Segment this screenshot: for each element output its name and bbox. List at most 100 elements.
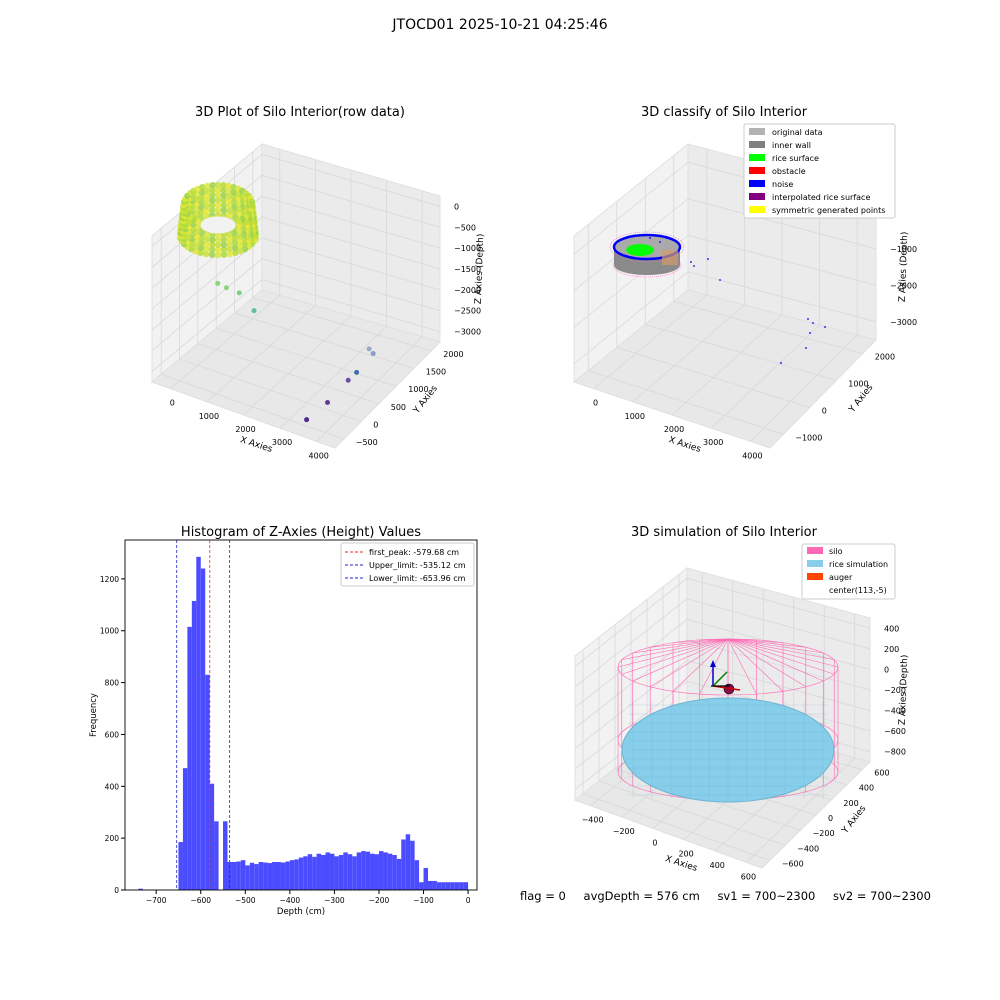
noise-point [805,347,807,349]
outlier-point [236,290,242,296]
rice-point [231,234,238,242]
rice-point [209,241,216,248]
x-tick-label: −600 [190,896,211,905]
y-axis-label: Frequency [89,693,99,737]
y-gridline [582,793,770,861]
rice-point [248,198,256,206]
rice-point [232,249,239,257]
histogram-bar [356,852,362,890]
rice-point [225,197,233,205]
rice-point [214,191,222,199]
histogram-bar [285,861,290,890]
legend-swatch [749,180,765,187]
figure-title: JTOCD01 2025-10-21 04:25:46 [392,17,608,33]
rice-point [208,207,216,214]
classified-points [609,231,826,364]
histogram-bar [405,834,411,890]
y-tick-label: −500 [356,438,378,447]
y-tick-label: 600 [105,730,120,739]
histogram-bar [370,853,375,890]
x-gridline [632,304,745,403]
histogram-bar [178,842,183,890]
z-gridline [574,660,688,749]
histogram-bar [236,861,241,890]
noise-point [780,362,782,364]
rice-point [226,250,233,258]
rice-point [220,187,227,194]
rice-point [198,188,206,196]
x-tick-label: 1000 [625,412,645,421]
rice-point [226,207,233,215]
histogram-bar [419,882,424,890]
flag-text: flag = 0 [520,889,566,903]
x-tick-label: 4000 [309,451,329,460]
silo-roof-line [727,638,757,695]
z-gridline [261,279,441,332]
histogram-bar [459,882,464,890]
y-tick-label: 0 [828,814,833,823]
legend-entry: symmetric generated points [772,206,885,215]
y-tick-label: 400 [105,782,120,791]
silo-roof-line [727,638,784,644]
z-gridline [573,271,689,365]
histogram-bar [414,860,420,890]
rice-point [197,249,204,257]
noise-point [690,261,692,263]
rice-point [237,247,244,255]
legend-entry: noise [772,180,793,189]
noise-point [807,318,809,320]
classify-3d-plot: 3D classify of Silo Interior 0 1000 2000 300… [572,105,917,460]
x-tick-label: 2000 [235,425,255,434]
histogram-bar [280,862,286,890]
histogram-bar [410,840,415,890]
silo-roof-line [727,638,824,654]
x-gridline [243,315,352,416]
y-tick-label: 2000 [875,353,895,362]
histogram-bar [316,853,322,890]
rice-point [214,251,222,259]
simulation-chart-title: 3D simulation of Silo Interior [631,525,818,540]
y-tick-label: 1200 [100,575,119,584]
histogram-bar [303,856,308,890]
silo-roof-line [727,638,784,692]
y-tick-label: −200 [813,829,835,838]
histogram-bar [258,862,264,890]
rice-mesh [628,702,828,798]
x-tick-label: 0 [593,399,598,408]
histogram-bar [196,556,201,890]
rice-point [231,239,238,247]
rice-point [236,237,243,245]
obstacle-patch [662,250,678,265]
y-tick-label: 600 [874,769,889,778]
legend-entry: obstacle [772,167,806,176]
legend-entry: Lower_limit: -653.96 cm [369,574,466,583]
z-gridline [686,639,871,691]
histogram-chart: Histogram of Z-Axies (Height) Values −700… [89,525,478,917]
legend-swatch [749,206,765,213]
x-tick-label: 600 [741,872,756,880]
rice-point [225,182,232,190]
rice-point [214,196,222,204]
legend-entry: center(113,-5) [829,586,887,595]
histogram-bar [191,600,197,890]
rice-point [197,208,205,216]
histogram-bar [454,882,460,890]
y-tick-label: 1000 [100,627,119,636]
x-direction-arrow [712,685,741,691]
histogram-bar [294,859,299,890]
y-gridline [179,358,362,422]
outlier-point [370,351,376,357]
x-gridline [671,314,783,416]
histogram-bar [231,862,237,890]
rice-point [231,208,239,216]
rice-point [208,251,216,258]
rice-point [220,197,227,204]
histogram-bar [312,856,317,890]
z-gridline [686,598,871,650]
z-tick-label: −400 [884,707,906,716]
outlier-point [325,399,331,405]
x-gridline [206,305,316,403]
y-gridline [588,370,784,435]
histogram-bar [374,854,379,890]
rice-point [199,183,206,191]
